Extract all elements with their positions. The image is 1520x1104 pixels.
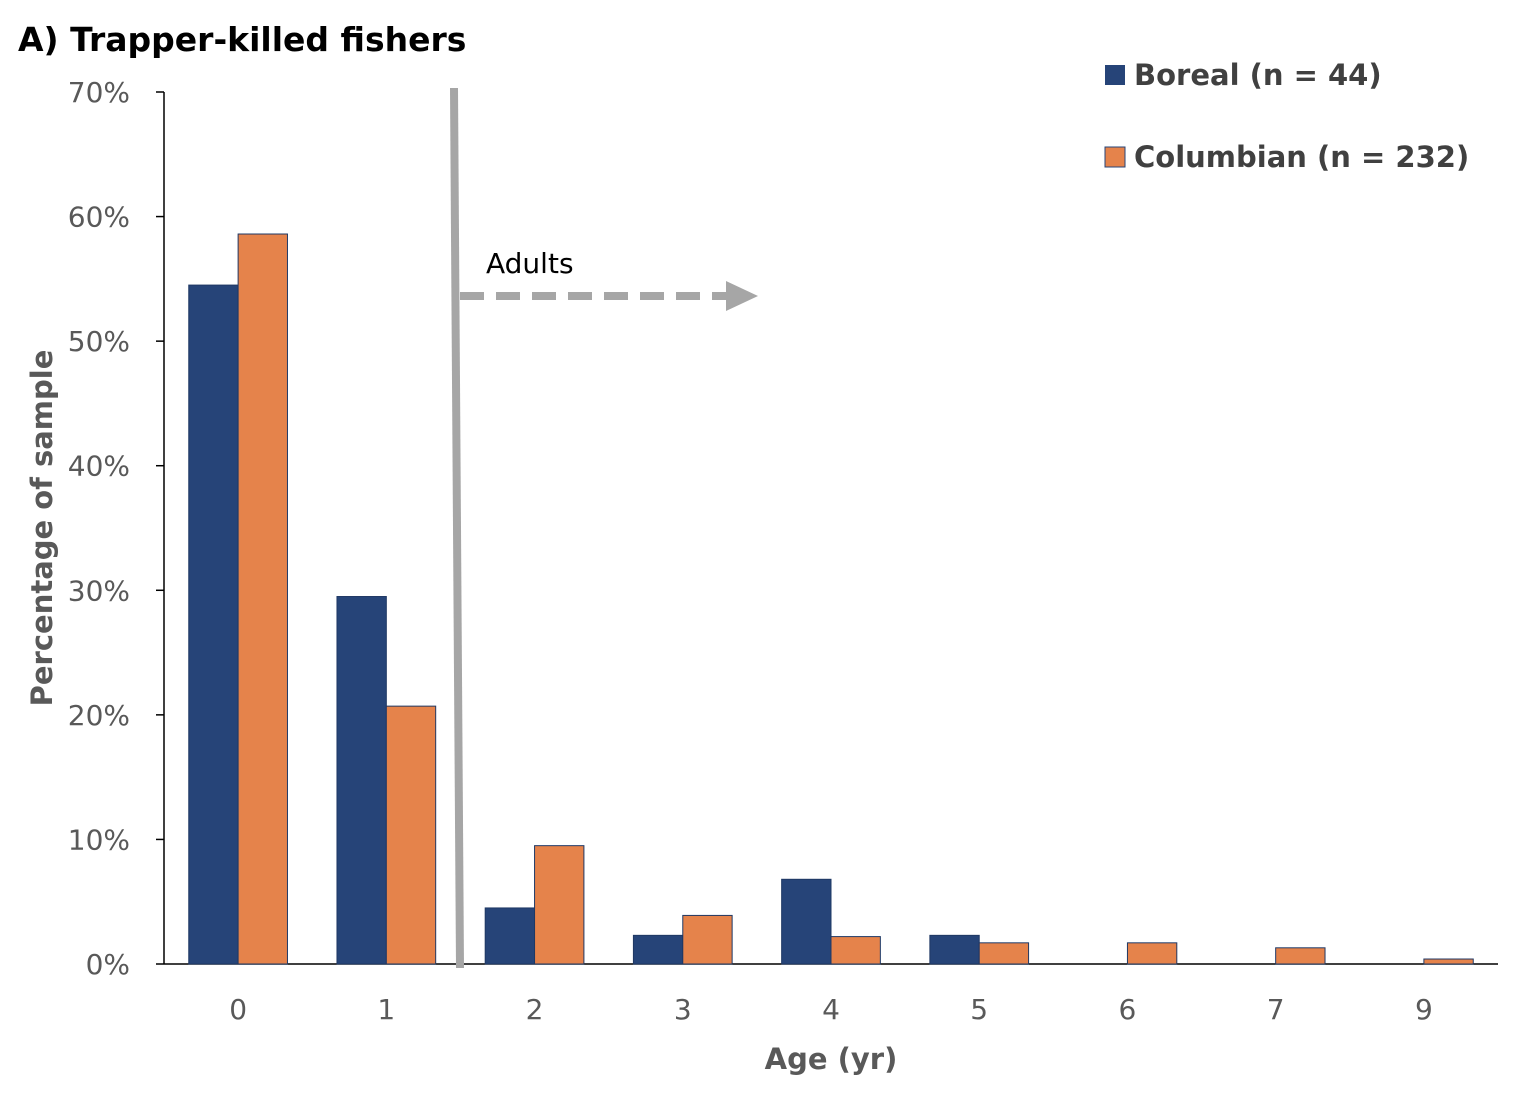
y-tick-label: 60% [68, 201, 130, 234]
chart-title: A) Trapper-killed fishers [18, 20, 466, 59]
bar-columbian-age-3 [682, 914, 733, 965]
bar-boreal-age-2 [484, 907, 536, 965]
legend-swatch-columbian [1104, 146, 1126, 168]
legend-swatch-boreal [1105, 65, 1125, 85]
y-tick-labels: 0% 10% 20% 30% 40% 50% 60% 70% [68, 76, 164, 981]
y-axis-title: Percentage of sample [25, 350, 59, 707]
bar-boreal-age-4 [781, 878, 832, 965]
adults-annotation: Adults [450, 87, 758, 969]
legend-label-boreal: Boreal (n = 44) [1134, 58, 1382, 92]
x-tick-label: 7 [1267, 993, 1285, 1026]
bar-columbian-age-4 [830, 936, 881, 965]
y-tick-label: 70% [68, 76, 130, 109]
y-tick-label: 30% [68, 574, 130, 607]
bars [188, 233, 1474, 965]
x-tick-labels: 0 1 2 3 4 5 6 7 9 [229, 993, 1433, 1026]
y-axis: 0% 10% 20% 30% 40% 50% 60% 70% [68, 76, 165, 981]
y-tick-label: 40% [68, 450, 130, 483]
adults-label: Adults [486, 247, 574, 280]
x-tick-label: 1 [377, 993, 395, 1026]
y-tick-label: 0% [86, 948, 130, 981]
bar-boreal-age-0 [188, 284, 239, 965]
bar-columbian-age-5 [978, 942, 1030, 965]
adults-divider-line [450, 87, 464, 969]
x-axis-title: Age (yr) [765, 1042, 898, 1076]
bar-boreal-age-5 [929, 934, 980, 965]
bar-boreal-age-1 [336, 596, 387, 965]
adults-arrow-head [726, 281, 758, 311]
x-tick-label: 6 [1119, 993, 1137, 1026]
y-tick-label: 10% [68, 823, 130, 856]
y-tick-label: 20% [68, 699, 130, 732]
bar-columbian-age-9 [1423, 958, 1474, 965]
x-tick-label: 5 [970, 993, 988, 1026]
bar-columbian-age-2 [534, 845, 585, 965]
bar-columbian-age-0 [237, 233, 288, 965]
x-tick-label: 9 [1415, 993, 1433, 1026]
x-tick-label: 4 [822, 993, 840, 1026]
bar-columbian-age-1 [385, 705, 437, 965]
legend-item-boreal: Boreal (n = 44) [1105, 58, 1382, 92]
x-tick-label: 2 [526, 993, 544, 1026]
x-tick-label: 3 [674, 993, 692, 1026]
bar-columbian-age-7 [1275, 947, 1326, 965]
legend: Boreal (n = 44) Columbian (n = 232) [1104, 58, 1469, 174]
y-tick-label: 50% [68, 325, 130, 358]
x-axis: 0 1 2 3 4 5 6 7 9 [164, 963, 1498, 1026]
x-tick-label: 0 [229, 993, 247, 1026]
bar-boreal-age-3 [632, 934, 684, 965]
legend-item-columbian: Columbian (n = 232) [1104, 140, 1469, 174]
bar-columbian-age-6 [1126, 942, 1178, 965]
legend-label-columbian: Columbian (n = 232) [1134, 140, 1469, 174]
